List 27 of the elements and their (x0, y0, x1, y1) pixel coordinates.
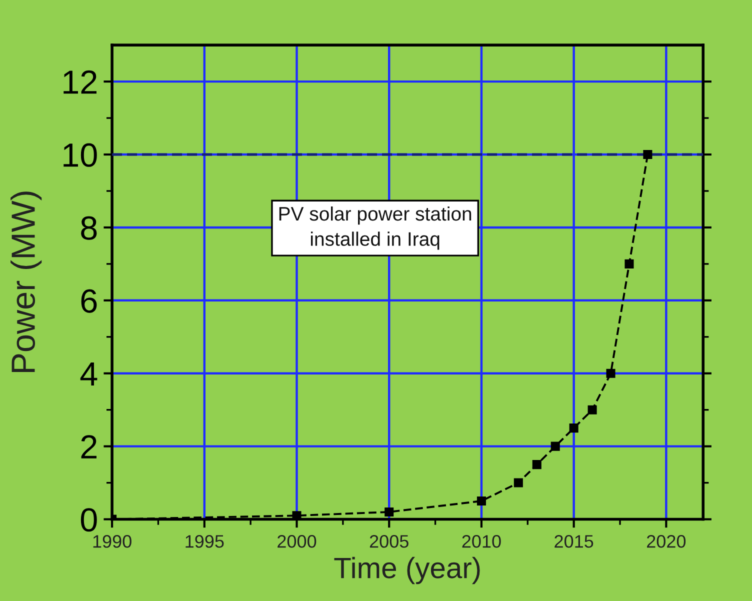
point (624, 259, 634, 268)
x-tick-label: 2015 (554, 535, 594, 548)
point (532, 460, 542, 470)
point (514, 478, 523, 488)
y-tick-label: 8 (81, 216, 97, 240)
x-axis-title: Time (year) (334, 556, 480, 584)
x-tick-label: 2010 (462, 535, 501, 548)
x-tick-label: 2000 (278, 535, 316, 548)
point (569, 424, 578, 433)
x-tick-label: 2020 (647, 535, 686, 548)
point (476, 496, 486, 506)
y-axis-title: Power (MW) (10, 192, 42, 372)
point (606, 368, 616, 378)
x-tick-label: 1990 (93, 535, 132, 548)
point (588, 405, 597, 414)
y-tick-label: 4 (80, 362, 98, 386)
y-tick-label: 6 (81, 289, 97, 313)
annotation: PV solar power station installed in Iraq (279, 206, 472, 250)
y-tick-label: 2 (81, 435, 96, 458)
y-tick-label: 10 (64, 143, 97, 167)
x-tick-label: 2005 (370, 535, 408, 548)
x-tick-label: 1995 (186, 535, 224, 548)
point (643, 150, 652, 160)
y-tick-label: 12 (64, 70, 96, 94)
point (384, 507, 394, 516)
point (550, 442, 560, 451)
y-tick-label: 0 (80, 508, 97, 532)
